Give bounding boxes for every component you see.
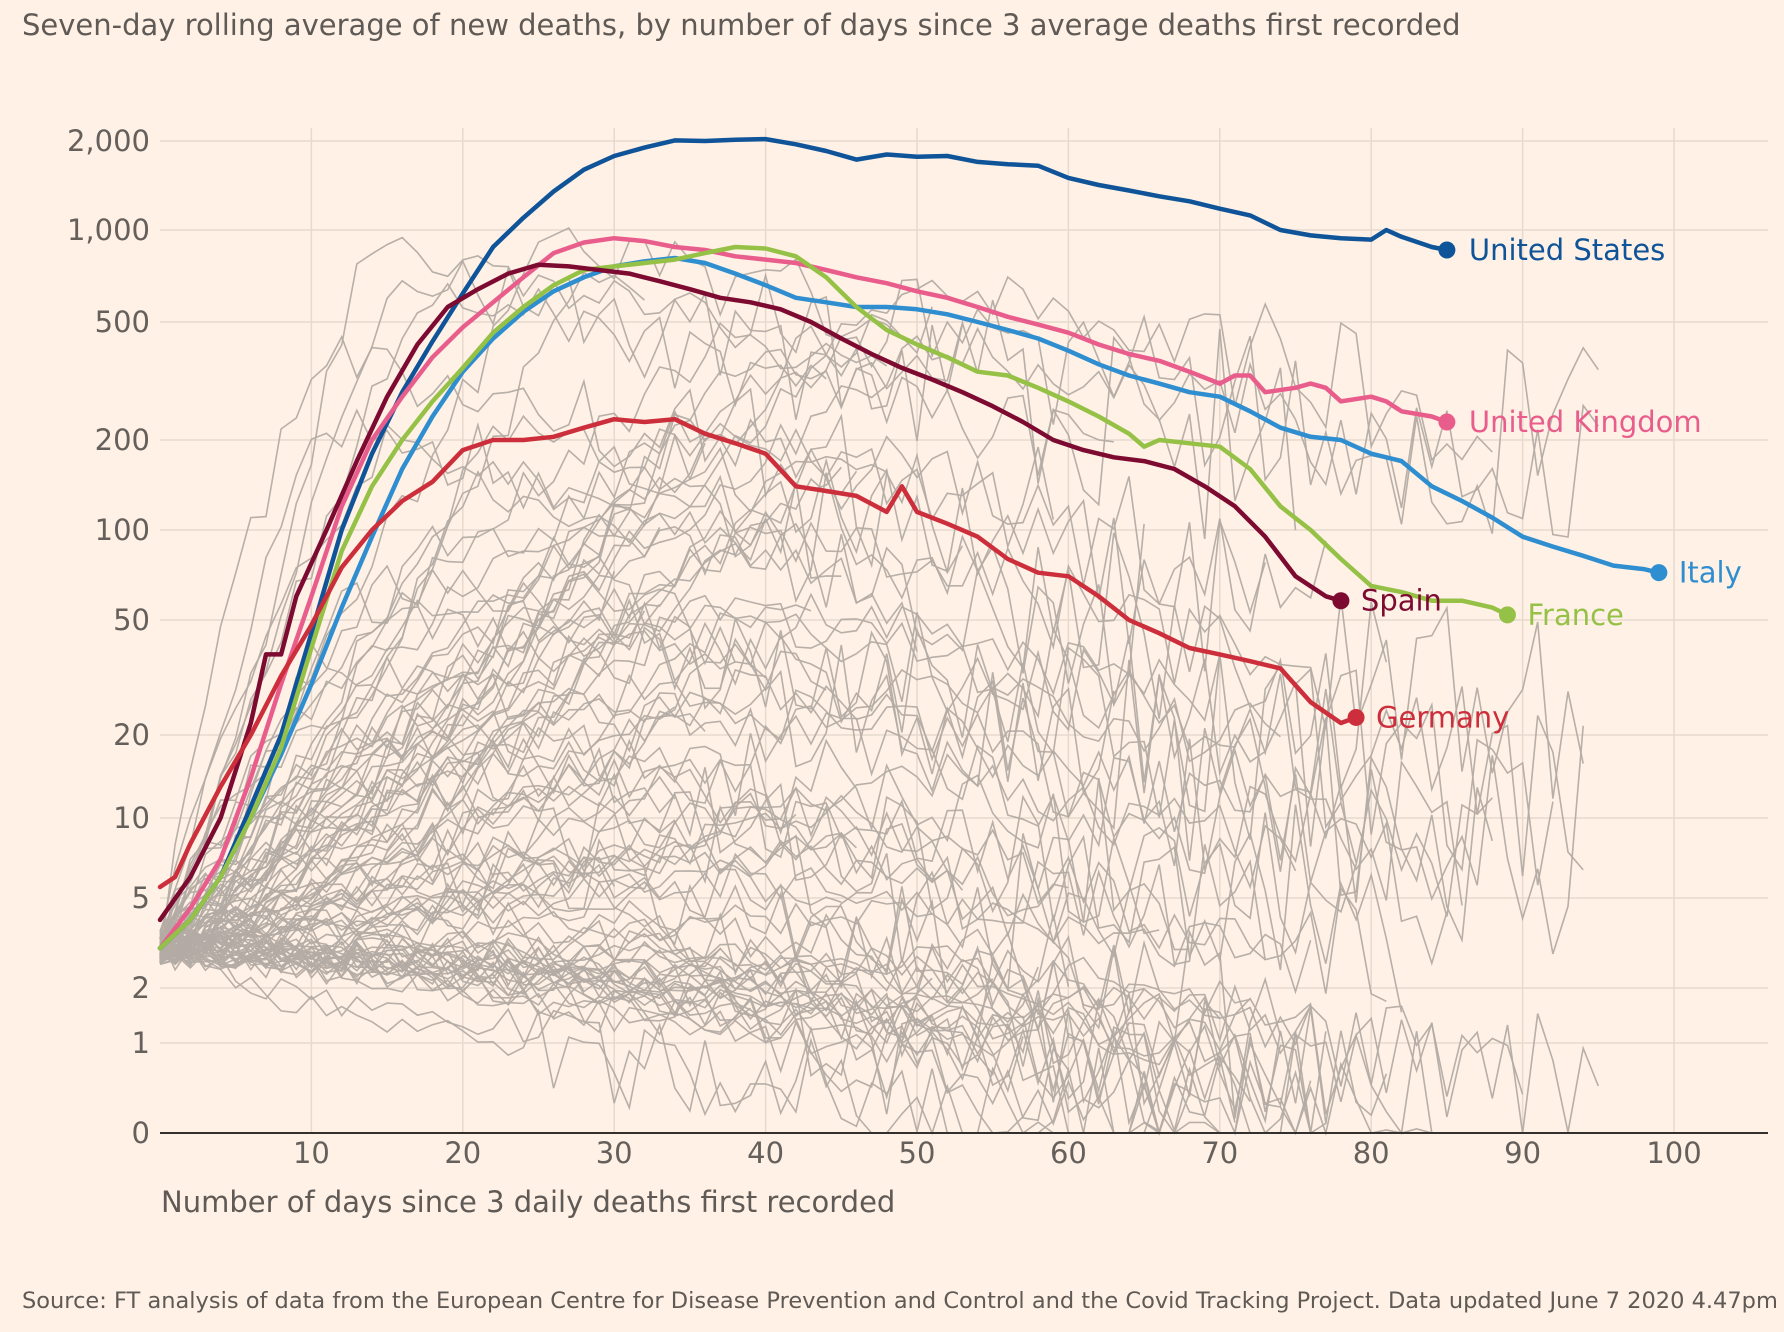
y-tick-label: 1	[132, 1026, 150, 1060]
axes: 0 1 2 5 10 20 50 100 200 500 1,000 2,000 10 20 30 40 50 6…	[67, 124, 1768, 1170]
y-tick-label: 50	[113, 603, 150, 637]
background-country-line	[159, 423, 842, 940]
background-country-line	[159, 593, 1584, 955]
series-line-spain	[157, 262, 1344, 923]
background-country-line	[159, 775, 676, 958]
background-country-line	[159, 518, 767, 965]
y-tick-label: 100	[95, 513, 150, 547]
background-country-line	[159, 807, 1145, 1016]
background-country-line	[159, 764, 1251, 1015]
background-country-line	[159, 692, 1493, 952]
x-tick-label: 50	[899, 1136, 936, 1170]
background-country-line	[159, 932, 994, 1004]
background-country-line	[159, 897, 1312, 995]
background-country-line	[159, 414, 1266, 955]
x-tick-label: 40	[747, 1136, 784, 1170]
background-country-line	[159, 936, 1070, 1122]
series-end-dot-united-states	[1438, 241, 1456, 259]
background-country-line	[159, 326, 1599, 955]
x-tick-label: 30	[596, 1136, 633, 1170]
gridlines	[160, 128, 1768, 1133]
x-axis-label: Number of days since 3 daily deaths firs…	[161, 1185, 896, 1219]
source-note: Source: FT analysis of data from the Eur…	[22, 1288, 1784, 1314]
x-tick-label: 10	[293, 1136, 330, 1170]
series-end-dot-france	[1498, 606, 1516, 624]
background-country-line	[159, 226, 1599, 943]
x-tick-label: 80	[1353, 1136, 1390, 1170]
line-chart: United States United Kingdom Italy France Sp…	[67, 124, 1768, 1170]
series-label-germany: Germany	[1376, 700, 1509, 734]
y-tick-label: 2,000	[67, 124, 150, 158]
series-line-france	[157, 244, 1510, 951]
x-tick-label: 100	[1646, 1136, 1701, 1170]
series-label-spain: Spain	[1361, 584, 1442, 618]
background-country-line	[159, 668, 1281, 949]
x-tick-label: 60	[1050, 1136, 1087, 1170]
y-tick-label: 200	[95, 423, 150, 457]
background-country-line	[159, 348, 1114, 937]
background-country-line	[159, 594, 1584, 953]
background-country-line	[159, 831, 1387, 1003]
background-country-line	[159, 470, 1388, 948]
background-country-line	[159, 334, 964, 960]
background-country-line	[159, 650, 827, 964]
background-country-line	[159, 455, 888, 953]
background-country-line	[159, 931, 1447, 1136]
y-tick-label: 10	[113, 801, 150, 835]
series-label-united-kingdom: United Kingdom	[1469, 405, 1702, 439]
background-country-line	[159, 751, 1266, 966]
background-country-line	[159, 933, 1600, 1134]
background-country-line	[159, 317, 903, 959]
series-label-united-states: United States	[1469, 233, 1665, 267]
y-tick-label: 1,000	[67, 213, 150, 247]
background-country-line	[159, 564, 1357, 932]
background-country-line	[159, 581, 1115, 949]
series-end-dot-spain	[1332, 592, 1350, 610]
background-country-line	[159, 859, 842, 961]
background-country-line	[159, 934, 1327, 1124]
background-country-line	[159, 936, 1205, 1135]
background-country-line	[159, 525, 918, 951]
y-tick-label: 5	[132, 881, 150, 915]
background-country-line	[159, 935, 933, 1041]
background-country-line	[159, 758, 1160, 956]
y-tick-label: 500	[95, 305, 150, 339]
background-country-line	[159, 899, 1039, 1024]
background-country-line	[159, 944, 1176, 1093]
background-country-line	[159, 844, 1070, 997]
chart-subtitle: Seven-day rolling average of new deaths,…	[22, 8, 1461, 42]
background-country-line	[159, 282, 827, 957]
x-tick-label: 90	[1504, 1136, 1541, 1170]
background-country-line	[159, 641, 706, 961]
x-tick-label: 70	[1201, 1136, 1238, 1170]
background-country-line	[159, 933, 1236, 1136]
series-label-italy: Italy	[1679, 556, 1742, 590]
background-country-line	[159, 418, 1327, 942]
series-line-germany	[157, 416, 1359, 890]
background-country-line	[159, 571, 615, 960]
background-country-line	[159, 306, 933, 949]
series-end-dot-italy	[1650, 564, 1668, 582]
series-line-united-states	[157, 136, 1450, 951]
background-country-line	[159, 937, 1478, 1136]
y-tick-label: 20	[113, 718, 150, 752]
y-tick-label: 0	[132, 1116, 150, 1150]
background-country-lines	[159, 226, 1600, 1136]
x-tick-label: 20	[444, 1136, 481, 1170]
background-country-line	[159, 714, 964, 962]
y-tick-label: 2	[132, 971, 150, 1005]
background-country-line	[159, 466, 842, 957]
background-country-line	[159, 607, 737, 958]
series-line-united-kingdom	[157, 235, 1450, 951]
highlighted-country-lines: United States United Kingdom Italy France Sp…	[157, 136, 1742, 951]
series-end-dot-germany	[1347, 708, 1365, 726]
background-country-line	[159, 927, 721, 963]
series-end-dot-united-kingdom	[1438, 413, 1456, 431]
background-country-line	[159, 931, 781, 1039]
series-line-italy	[157, 255, 1662, 951]
series-label-france: France	[1527, 598, 1623, 632]
background-country-line	[159, 610, 646, 963]
